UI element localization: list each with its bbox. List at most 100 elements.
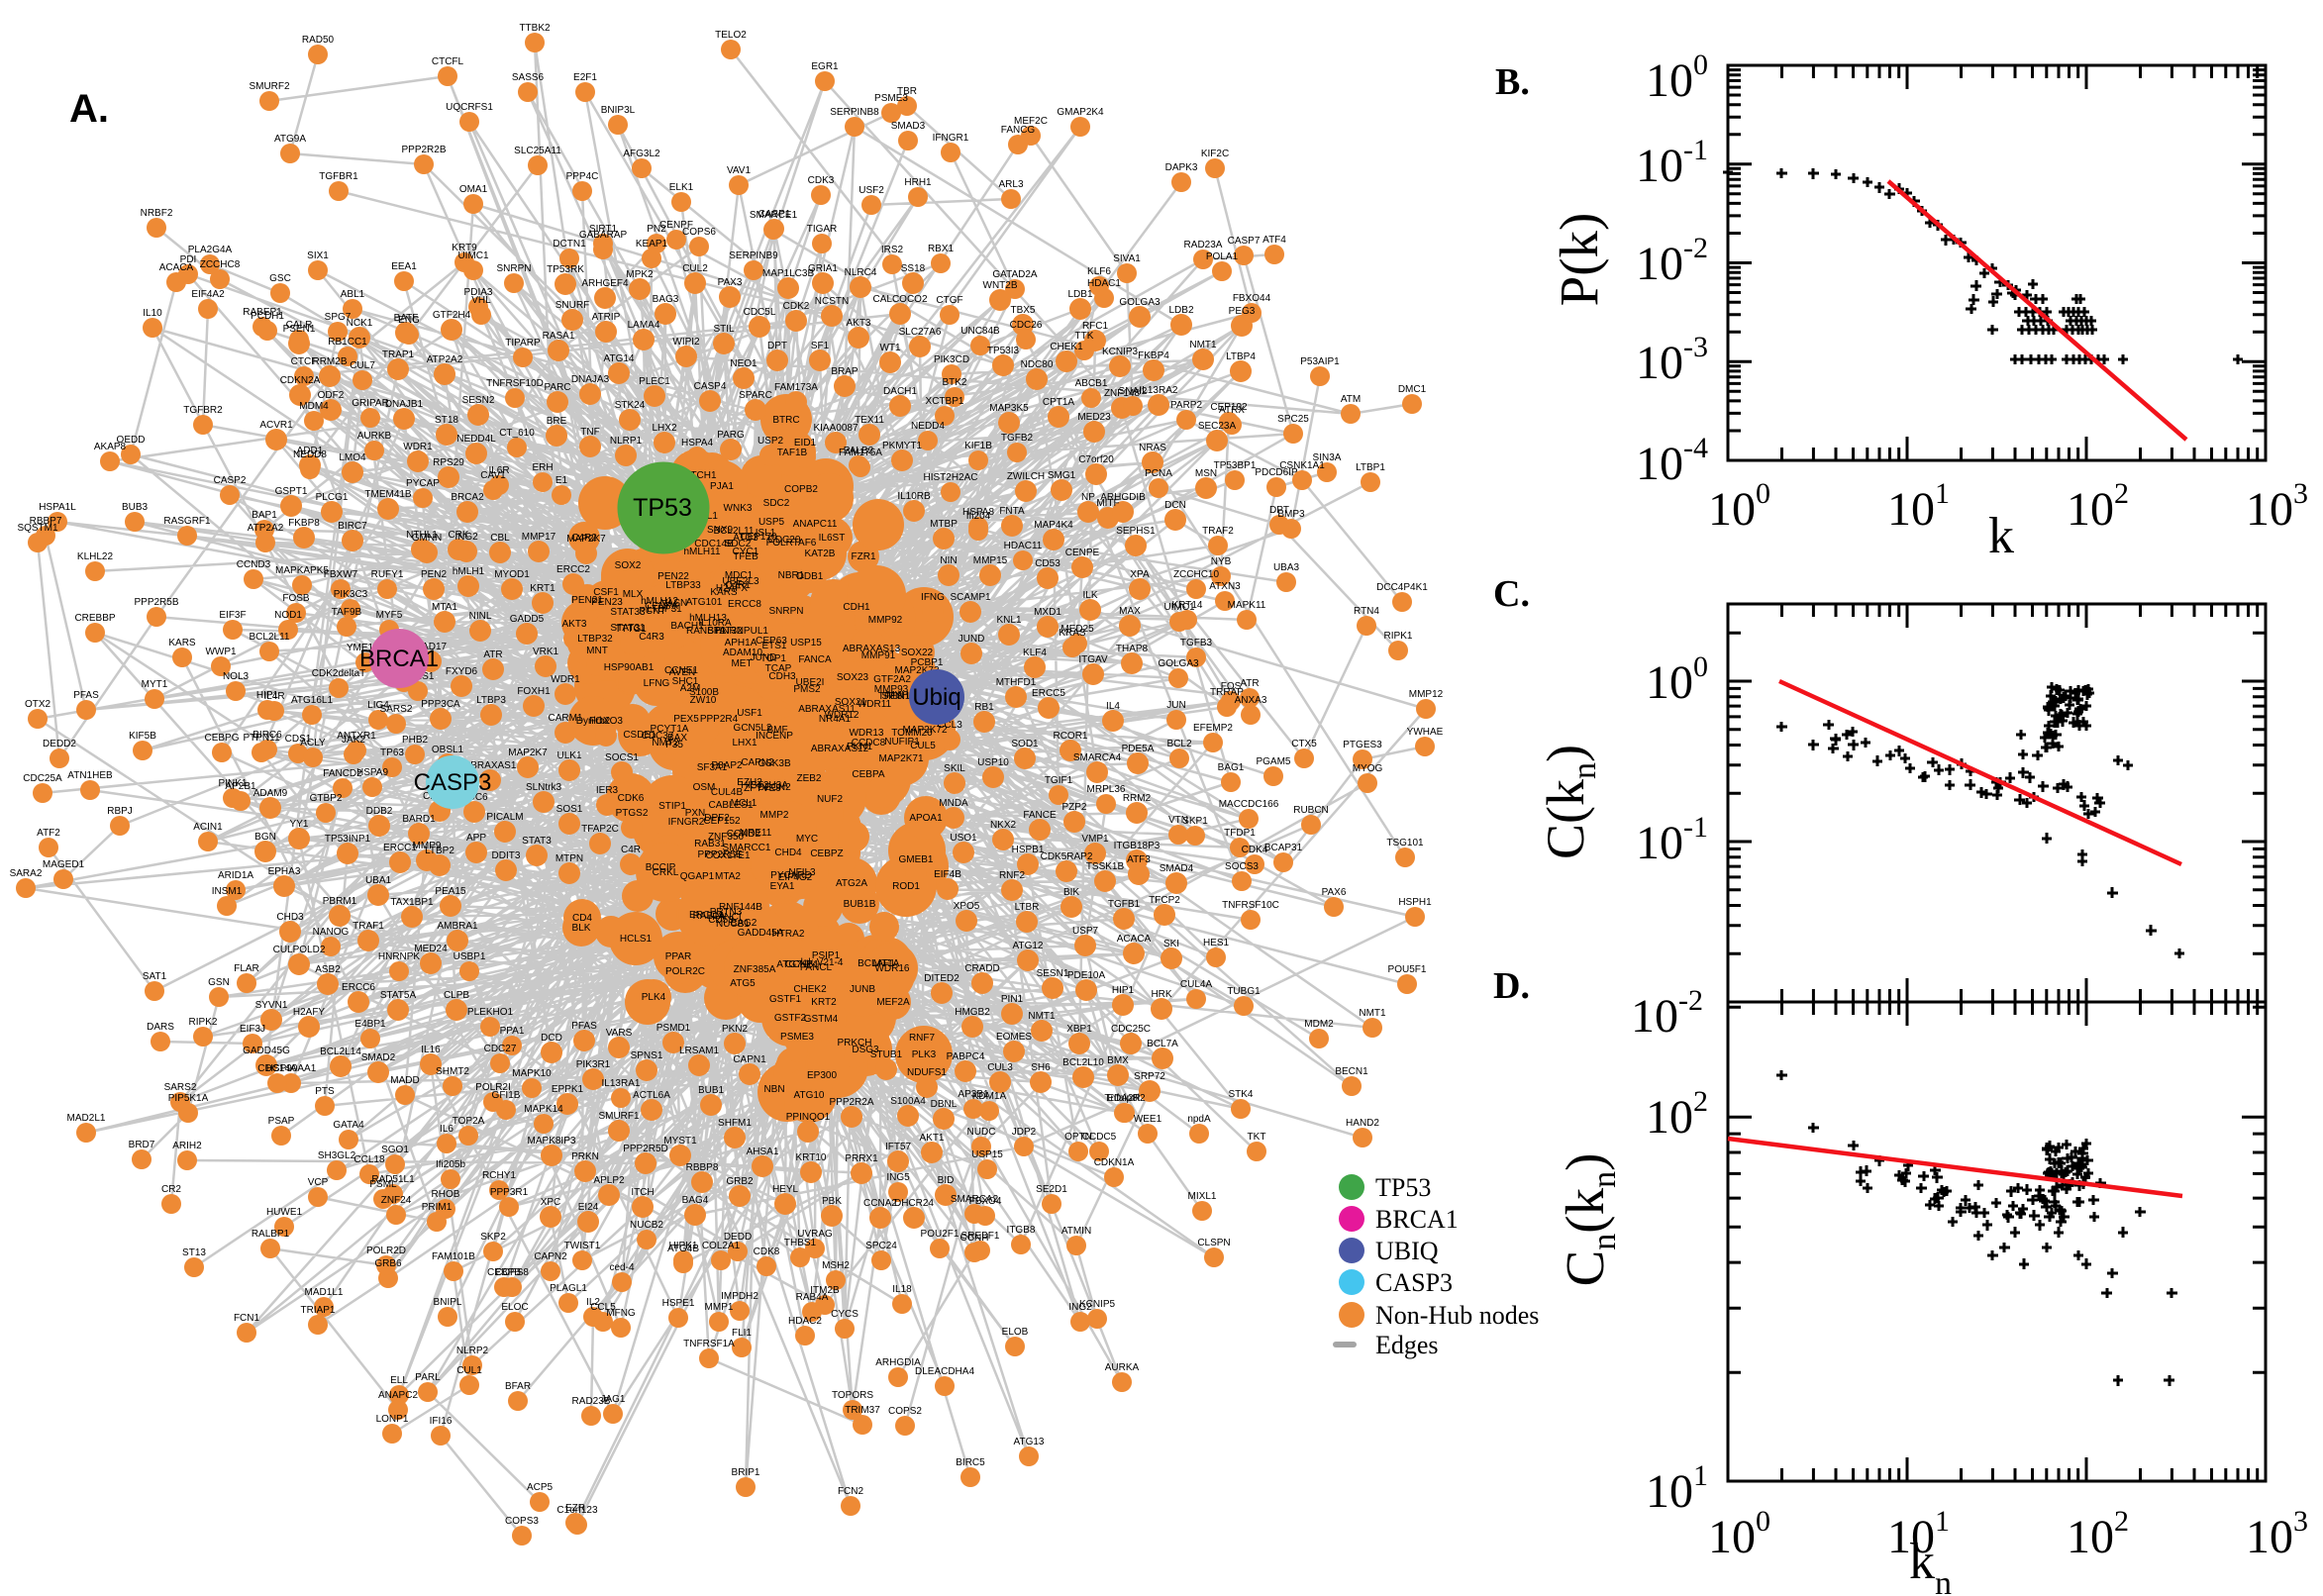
svg-text:NEDD4L: NEDD4L bbox=[456, 434, 496, 445]
svg-text:USF2: USF2 bbox=[858, 185, 884, 196]
svg-text:Non-Hub nodes: Non-Hub nodes bbox=[1375, 1301, 1539, 1330]
svg-text:PRKCH: PRKCH bbox=[837, 1038, 871, 1048]
svg-text:ATG10: ATG10 bbox=[794, 1090, 825, 1101]
svg-text:KRAS: KRAS bbox=[1059, 628, 1086, 639]
svg-text:BIK: BIK bbox=[1063, 887, 1079, 898]
svg-text:KARS: KARS bbox=[710, 587, 738, 598]
svg-text:A.: A. bbox=[69, 87, 109, 131]
svg-text:SPC24: SPC24 bbox=[865, 1241, 897, 1251]
svg-text:VMP1: VMP1 bbox=[1081, 834, 1109, 845]
svg-text:KIF2C: KIF2C bbox=[1201, 149, 1229, 159]
svg-text:CREBBP: CREBBP bbox=[74, 613, 115, 624]
svg-text:PIK3CD: PIK3CD bbox=[934, 354, 969, 365]
svg-text:ELK1: ELK1 bbox=[669, 182, 694, 193]
svg-text:PTPN11: PTPN11 bbox=[243, 733, 279, 744]
svg-text:MAPK11: MAPK11 bbox=[1228, 600, 1266, 611]
svg-text:PSML: PSML bbox=[369, 1179, 397, 1190]
svg-text:BAG2: BAG2 bbox=[731, 918, 758, 929]
svg-text:HIST2H3A: HIST2H3A bbox=[741, 780, 788, 791]
svg-text:LTBP4: LTBP4 bbox=[1226, 351, 1256, 362]
svg-text:AKT3: AKT3 bbox=[846, 318, 870, 329]
svg-text:NLRP1: NLRP1 bbox=[610, 436, 643, 447]
svg-text:PKN1: PKN1 bbox=[847, 742, 873, 752]
svg-text:IFT57: IFT57 bbox=[885, 1142, 912, 1152]
svg-text:ABRAXAS13: ABRAXAS13 bbox=[843, 644, 901, 654]
svg-text:E1: E1 bbox=[556, 475, 568, 486]
svg-text:POLR2C: POLR2C bbox=[665, 966, 705, 977]
svg-text:PPP4C: PPP4C bbox=[566, 171, 599, 182]
svg-text:FANCD2: FANCD2 bbox=[323, 768, 362, 779]
svg-text:CDKN2A: CDKN2A bbox=[280, 375, 321, 386]
svg-text:FAM101B: FAM101B bbox=[432, 1251, 475, 1262]
svg-text:ZNF385A: ZNF385A bbox=[734, 964, 776, 975]
svg-text:PN2: PN2 bbox=[647, 224, 666, 235]
svg-text:HRK: HRK bbox=[1151, 989, 1171, 1000]
svg-text:SKIL: SKIL bbox=[944, 763, 965, 774]
svg-text:COPS6: COPS6 bbox=[682, 227, 716, 238]
svg-text:ELOC: ELOC bbox=[501, 1302, 528, 1313]
svg-text:E4BP1: E4BP1 bbox=[354, 1019, 386, 1030]
svg-text:CDK3: CDK3 bbox=[808, 175, 835, 186]
svg-text:FCN1: FCN1 bbox=[234, 1313, 260, 1324]
svg-text:KLF6: KLF6 bbox=[1087, 266, 1111, 277]
svg-text:ATG101: ATG101 bbox=[686, 597, 723, 608]
svg-text:GMEB1: GMEB1 bbox=[898, 854, 933, 865]
svg-text:SPIN1: SPIN1 bbox=[882, 691, 911, 702]
svg-text:LHX2: LHX2 bbox=[652, 423, 676, 434]
svg-text:S100A4: S100A4 bbox=[890, 1096, 926, 1107]
svg-text:CARM1: CARM1 bbox=[548, 713, 582, 724]
svg-text:NRBF2: NRBF2 bbox=[141, 208, 173, 219]
svg-text:TOP2A: TOP2A bbox=[453, 1116, 485, 1127]
svg-text:D.: D. bbox=[1493, 965, 1530, 1007]
svg-text:hMLH12: hMLH12 bbox=[641, 596, 678, 607]
svg-text:SMG1: SMG1 bbox=[1048, 470, 1076, 481]
svg-text:RCOR1: RCOR1 bbox=[1053, 731, 1087, 742]
svg-text:P(k): P(k) bbox=[1549, 213, 1609, 307]
svg-text:TGIF1: TGIF1 bbox=[1045, 775, 1073, 786]
svg-text:IL16: IL16 bbox=[421, 1045, 441, 1055]
svg-text:ILK: ILK bbox=[1082, 590, 1097, 601]
svg-text:hMLH11: hMLH11 bbox=[683, 547, 720, 557]
svg-text:AKAP8: AKAP8 bbox=[94, 442, 127, 452]
svg-text:SKP1: SKP1 bbox=[1182, 816, 1208, 827]
svg-text:PEA15: PEA15 bbox=[435, 886, 466, 897]
svg-text:AMBRA1: AMBRA1 bbox=[437, 921, 478, 932]
svg-text:FNTA: FNTA bbox=[999, 506, 1025, 517]
svg-text:SMAD4: SMAD4 bbox=[1160, 863, 1194, 874]
svg-text:EPPK1: EPPK1 bbox=[552, 1084, 584, 1095]
svg-text:GSPT1: GSPT1 bbox=[275, 486, 308, 497]
svg-text:HSPA9: HSPA9 bbox=[356, 767, 388, 778]
svg-text:RUFY1: RUFY1 bbox=[371, 569, 404, 580]
svg-text:MRPL36: MRPL36 bbox=[1087, 784, 1126, 795]
svg-text:CEBPZ: CEBPZ bbox=[810, 848, 843, 859]
svg-text:NYB: NYB bbox=[1211, 556, 1232, 567]
svg-text:CENPA: CENPA bbox=[645, 601, 678, 612]
svg-text:LTBR: LTBR bbox=[1015, 902, 1040, 913]
svg-text:CDC25C: CDC25C bbox=[1111, 1024, 1151, 1035]
svg-text:PIK3R1: PIK3R1 bbox=[576, 1059, 611, 1070]
svg-text:INSM1: INSM1 bbox=[212, 886, 243, 897]
svg-text:BCL2L11: BCL2L11 bbox=[250, 632, 290, 643]
svg-text:TTBK2: TTBK2 bbox=[519, 23, 551, 34]
svg-text:KARS: KARS bbox=[168, 638, 196, 648]
svg-text:ANAPC2: ANAPC2 bbox=[378, 1390, 418, 1401]
svg-text:XPC: XPC bbox=[541, 1197, 561, 1208]
svg-text:UVRAG: UVRAG bbox=[797, 1229, 833, 1240]
svg-text:FLAR: FLAR bbox=[234, 963, 259, 974]
svg-text:SREBF1: SREBF1 bbox=[961, 1231, 1000, 1242]
svg-text:JAG1: JAG1 bbox=[600, 1394, 625, 1405]
svg-text:VCP: VCP bbox=[308, 1177, 329, 1188]
svg-text:DHCR24: DHCR24 bbox=[894, 1198, 934, 1209]
svg-text:CDK2deltaT: CDK2deltaT bbox=[312, 668, 365, 679]
svg-text:DDB1: DDB1 bbox=[797, 571, 824, 582]
svg-text:MAGED1: MAGED1 bbox=[43, 859, 85, 870]
svg-text:CCNB1: CCNB1 bbox=[785, 959, 819, 970]
svg-text:OEDD: OEDD bbox=[117, 435, 146, 446]
svg-text:RAD50: RAD50 bbox=[302, 35, 335, 46]
svg-text:PDE5A: PDE5A bbox=[1122, 744, 1155, 754]
svg-text:PTGS2: PTGS2 bbox=[616, 808, 649, 819]
svg-text:RBX1: RBX1 bbox=[928, 244, 955, 254]
svg-text:HIP1: HIP1 bbox=[256, 690, 279, 701]
svg-text:ST18: ST18 bbox=[435, 415, 458, 426]
svg-text:BIRC5: BIRC5 bbox=[956, 1457, 985, 1468]
